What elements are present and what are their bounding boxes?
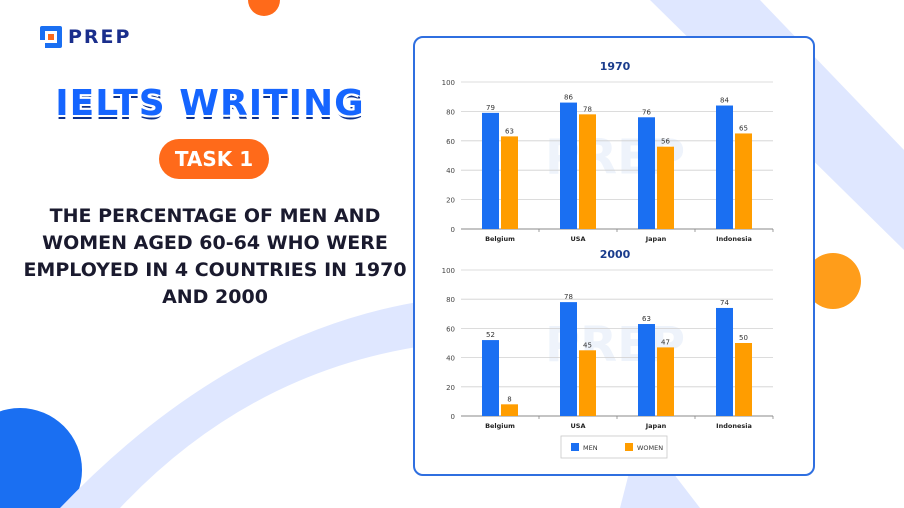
bar-value-label: 78 xyxy=(583,105,592,113)
x-tick-label: Indonesia xyxy=(716,235,752,243)
bar-value-label: 63 xyxy=(505,127,514,135)
blue-circle-bottom-left xyxy=(0,408,82,508)
bar-value-label: 47 xyxy=(661,338,670,346)
brand-logo: PREP xyxy=(40,26,131,48)
bar-value-label: 86 xyxy=(564,94,573,102)
bar-value-label: 78 xyxy=(564,293,573,301)
x-tick-label: Belgium xyxy=(485,235,515,243)
bar-women-japan xyxy=(657,347,674,416)
bar-men-indonesia xyxy=(716,105,733,229)
bar-value-label: 79 xyxy=(486,104,495,112)
y-tick-label: 100 xyxy=(442,267,455,275)
y-tick-label: 80 xyxy=(446,296,455,304)
topic-text: THE PERCENTAGE OF MEN AND WOMEN AGED 60-… xyxy=(23,205,407,308)
x-tick-label: Belgium xyxy=(485,422,515,430)
legend-label-women: WOMEN xyxy=(637,444,663,452)
bar-women-belgium xyxy=(501,404,518,416)
legend-swatch-women xyxy=(625,443,633,451)
bar-men-belgium xyxy=(482,340,499,416)
bar-women-usa xyxy=(579,350,596,416)
bar-men-belgium xyxy=(482,112,499,229)
x-tick-label: Japan xyxy=(645,235,667,243)
bar-value-label: 76 xyxy=(642,108,651,116)
bar-men-japan xyxy=(638,324,655,416)
x-tick-label: USA xyxy=(571,422,586,430)
bar-women-indonesia xyxy=(735,343,752,416)
legend-label-men: MEN xyxy=(583,444,598,452)
prep-logo-icon xyxy=(40,26,62,48)
bar-value-label: 65 xyxy=(739,124,748,132)
bar-value-label: 63 xyxy=(642,315,651,323)
chart-title: 1970 xyxy=(600,60,631,73)
bar-women-indonesia xyxy=(735,133,752,229)
brand-name: PREP xyxy=(68,26,132,48)
chart-title: 2000 xyxy=(600,248,631,261)
bar-value-label: 52 xyxy=(486,331,495,339)
bar-value-label: 84 xyxy=(720,97,729,105)
y-tick-label: 20 xyxy=(446,384,455,392)
bar-men-usa xyxy=(560,302,577,416)
y-tick-label: 60 xyxy=(446,325,455,333)
bar-value-label: 8 xyxy=(507,395,511,403)
headline: IELTS WRITING xyxy=(55,83,365,124)
bar-women-belgium xyxy=(501,136,518,229)
y-tick-label: 40 xyxy=(446,167,455,175)
bar-value-label: 50 xyxy=(739,334,748,342)
bar-men-japan xyxy=(638,117,655,229)
bar-men-usa xyxy=(560,102,577,229)
x-tick-label: USA xyxy=(571,235,586,243)
orange-circle-top xyxy=(248,0,280,16)
bar-men-indonesia xyxy=(716,307,733,416)
bar-value-label: 74 xyxy=(720,299,729,307)
bar-value-label: 45 xyxy=(583,341,592,349)
charts-svg: PREP19700204060801007963Belgium8678USA76… xyxy=(442,60,774,459)
y-tick-label: 0 xyxy=(451,226,455,234)
y-tick-label: 40 xyxy=(446,355,455,363)
y-tick-label: 0 xyxy=(451,413,455,421)
legend-box xyxy=(560,435,668,459)
legend-swatch-men xyxy=(571,443,579,451)
orange-circle-right xyxy=(805,253,861,309)
bar-value-label: 56 xyxy=(661,138,670,146)
x-tick-label: Japan xyxy=(645,422,667,430)
y-tick-label: 80 xyxy=(446,108,455,116)
light-swoosh-left xyxy=(60,300,430,508)
task-badge: TASK 1 xyxy=(159,139,269,179)
y-tick-label: 100 xyxy=(442,79,455,87)
y-tick-label: 20 xyxy=(446,197,455,205)
bar-women-japan xyxy=(657,146,674,229)
y-tick-label: 60 xyxy=(446,138,455,146)
x-tick-label: Indonesia xyxy=(716,422,752,430)
bar-women-usa xyxy=(579,114,596,229)
chart-card: PREP 1970 0 20 40 60 80 100 79 63 Belgium 86 78 USA 76… xyxy=(413,36,815,476)
